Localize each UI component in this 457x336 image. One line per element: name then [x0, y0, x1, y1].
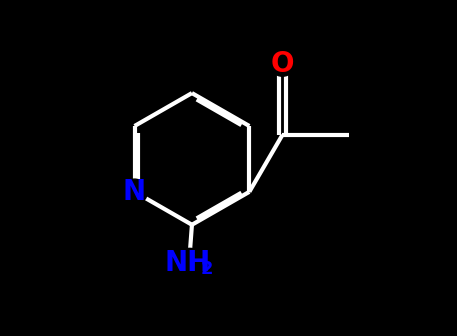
- Circle shape: [172, 248, 207, 283]
- Text: NH: NH: [164, 249, 211, 277]
- Circle shape: [270, 51, 295, 76]
- Text: O: O: [271, 49, 294, 78]
- Text: N: N: [123, 178, 146, 206]
- Circle shape: [122, 179, 147, 205]
- Text: 2: 2: [200, 260, 213, 278]
